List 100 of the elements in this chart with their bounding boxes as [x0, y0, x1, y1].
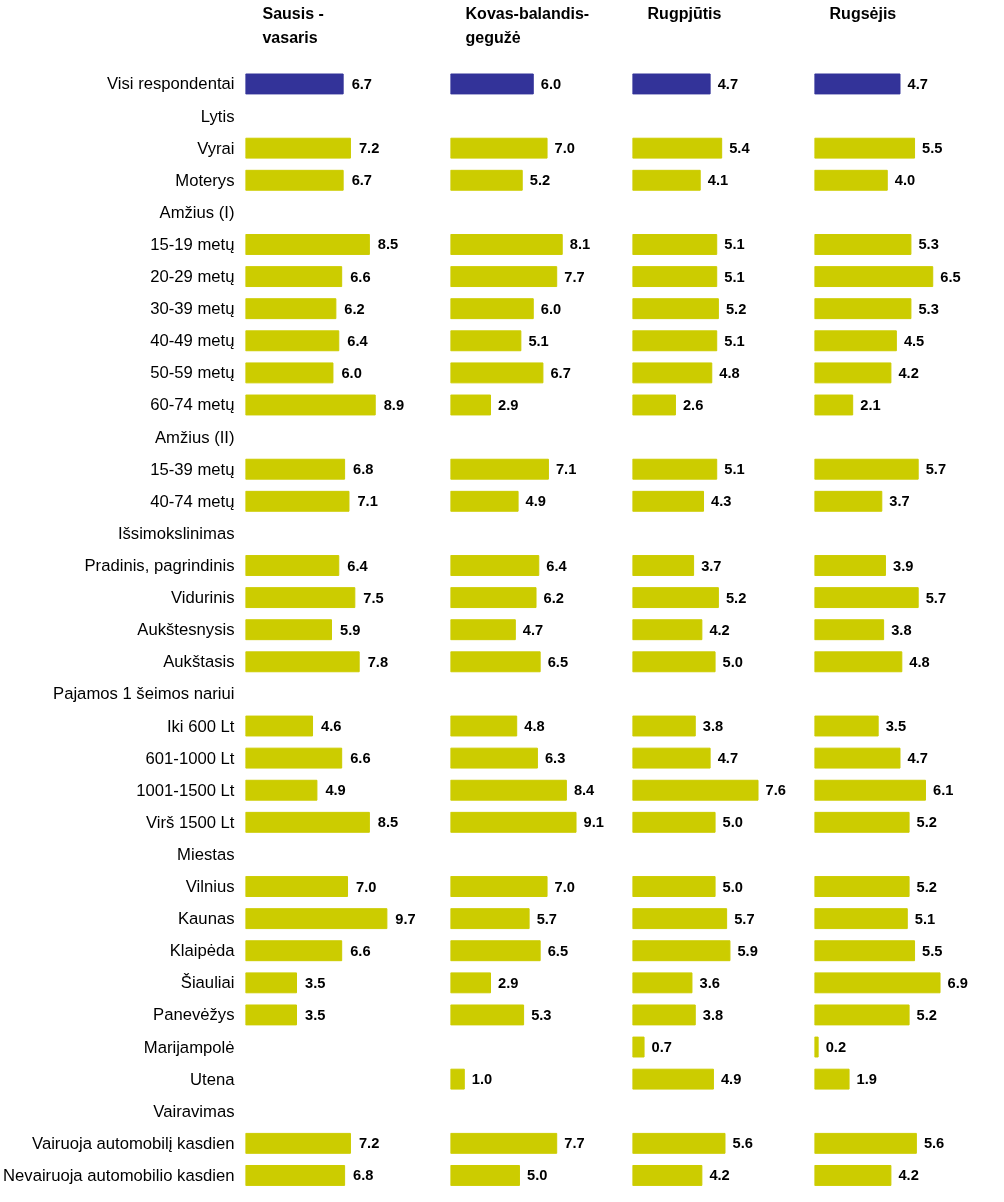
- bar: [632, 587, 719, 609]
- data-label: 7.2: [358, 140, 380, 157]
- data-label: 5.0: [722, 814, 743, 831]
- chart-title: Rugsėjis: [829, 4, 897, 22]
- data-label: 1.0: [471, 1071, 493, 1088]
- bar: [814, 1004, 910, 1026]
- bar: [814, 490, 883, 512]
- bar: [450, 330, 522, 352]
- data-label: 7.2: [358, 1135, 380, 1152]
- data-label: 3.6: [699, 974, 720, 991]
- data-label: 5.1: [724, 332, 745, 349]
- bar: [814, 266, 934, 288]
- bar: [632, 169, 701, 191]
- bar: [245, 1004, 298, 1026]
- bar: [632, 779, 759, 801]
- data-label: 4.9: [720, 1071, 742, 1088]
- bar: [632, 234, 718, 255]
- bar: [814, 73, 901, 95]
- bar: [245, 169, 344, 191]
- chart-title: Rugpjūtis: [647, 4, 722, 22]
- bar: [632, 811, 716, 833]
- data-label: 5.3: [918, 236, 939, 253]
- data-label: 3.9: [892, 557, 914, 574]
- bar: [450, 747, 538, 769]
- data-label: 3.5: [305, 974, 326, 991]
- bar: [814, 1036, 819, 1058]
- y-tick-label: Vairuoja automobilį kasdien: [32, 1133, 235, 1153]
- data-label: 4.7: [717, 750, 739, 767]
- data-label: 5.1: [724, 268, 745, 285]
- data-label: 6.0: [540, 300, 562, 317]
- data-label: 4.7: [522, 621, 544, 638]
- bar: [814, 298, 912, 320]
- data-label: 3.8: [702, 1006, 724, 1023]
- bar: [450, 73, 534, 95]
- data-label: 7.5: [363, 589, 384, 606]
- bar: [632, 1036, 645, 1058]
- data-label: 5.9: [737, 942, 758, 959]
- y-tick-label: Marijampolė: [143, 1037, 235, 1057]
- bar: [450, 811, 577, 833]
- y-tick-label: Lytis: [200, 106, 235, 126]
- bar: [245, 394, 376, 416]
- bar: [245, 587, 356, 609]
- y-tick-label: 40-49 metų: [150, 331, 235, 351]
- bar: [450, 1004, 525, 1026]
- data-label: 3.7: [701, 557, 722, 574]
- data-label: 5.1: [528, 332, 549, 349]
- data-label: 5.2: [916, 878, 937, 895]
- bar: [632, 298, 719, 320]
- data-label: 7.0: [356, 878, 377, 895]
- data-label: 4.2: [709, 621, 730, 638]
- data-label: 4.8: [719, 364, 740, 381]
- bar: [245, 234, 370, 255]
- data-label: 5.6: [732, 1135, 753, 1152]
- y-tick-label: Utena: [190, 1069, 236, 1089]
- data-label: 5.9: [339, 621, 361, 638]
- data-label: 5.4: [729, 140, 751, 157]
- bar: [245, 972, 298, 994]
- bar: [450, 394, 491, 416]
- bar: [450, 587, 537, 609]
- data-label: 5.5: [922, 942, 943, 959]
- bar: [245, 73, 344, 95]
- bar: [245, 298, 337, 320]
- y-tick-label: Kaunas: [178, 909, 235, 929]
- data-label: 5.1: [914, 910, 936, 927]
- bar: [450, 490, 519, 512]
- data-label: 5.2: [725, 300, 747, 317]
- bar: [814, 908, 908, 930]
- bar: [632, 619, 703, 641]
- data-label: 5.7: [734, 910, 755, 927]
- data-label: 4.1: [707, 172, 729, 189]
- bar: [814, 1132, 917, 1154]
- data-label: 3.8: [702, 718, 724, 735]
- bar: [814, 234, 912, 255]
- bar: [450, 1068, 465, 1090]
- bar: [245, 715, 314, 737]
- bar: [632, 266, 718, 288]
- bar: [450, 362, 544, 384]
- data-label: 6.0: [540, 75, 562, 92]
- data-label: 6.1: [933, 782, 954, 799]
- bar: [450, 940, 541, 962]
- data-label: 5.0: [527, 1167, 548, 1184]
- data-label: 1.9: [856, 1071, 877, 1088]
- chart-title: Sausis - vasaris: [262, 4, 324, 46]
- data-label: 6.5: [940, 268, 961, 285]
- bar: [450, 972, 491, 994]
- data-label: 7.8: [367, 653, 389, 670]
- data-label: 2.6: [682, 396, 704, 413]
- data-label: 8.9: [383, 396, 405, 413]
- bar: [814, 587, 919, 609]
- y-tick-label: Pajamos 1 šeimos nariui: [53, 684, 235, 704]
- data-label: 4.2: [898, 1167, 919, 1184]
- y-tick-label: 20-29 metų: [150, 267, 235, 287]
- bar: [814, 940, 916, 962]
- data-label: 5.2: [916, 814, 937, 831]
- bar: [814, 811, 910, 833]
- y-tick-label: Aukštesnysis: [137, 620, 235, 640]
- bar: [632, 1004, 696, 1026]
- bar: [632, 940, 731, 962]
- bar: [245, 362, 334, 384]
- data-label: 4.5: [903, 332, 925, 349]
